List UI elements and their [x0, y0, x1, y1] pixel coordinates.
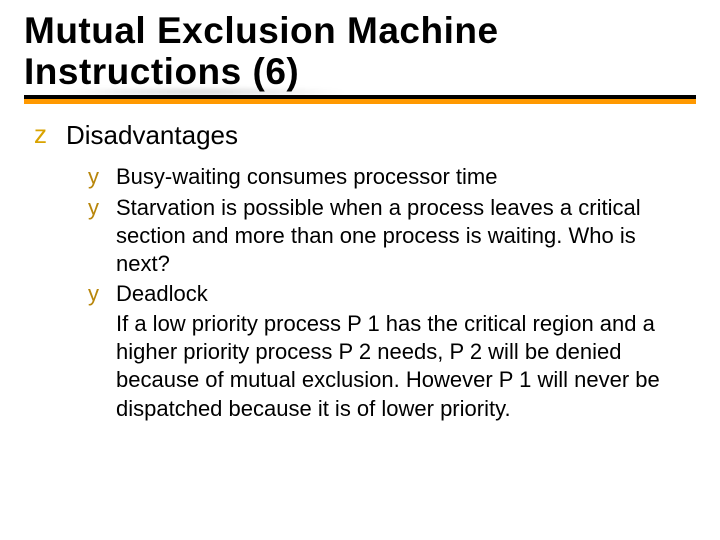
bullet-text-lvl2: Starvation is possible when a process le… — [116, 194, 686, 278]
slide-body: z Disadvantages y Busy-waiting consumes … — [24, 119, 696, 423]
bullet-marker-lvl2: y — [88, 163, 106, 191]
bullet-text-lvl2: Deadlock — [116, 280, 208, 308]
bullet-level2-group: y Busy-waiting consumes processor time y… — [34, 163, 696, 422]
bullet-level1: z Disadvantages — [34, 119, 696, 152]
title-line-1: Mutual Exclusion Machine — [24, 10, 499, 51]
bullet-marker-lvl2: y — [88, 194, 106, 222]
bullet-level2: y Starvation is possible when a process … — [88, 194, 696, 278]
title-underline-black — [24, 95, 696, 99]
bullet-text-lvl2: Busy-waiting consumes processor time — [116, 163, 497, 191]
bullet-marker-lvl2: y — [88, 280, 106, 308]
bullet-marker-lvl1: z — [34, 119, 54, 150]
bullet-level2: y Busy-waiting consumes processor time — [88, 163, 696, 191]
bullet-continuation: If a low priority process P 1 has the cr… — [116, 310, 686, 423]
bullet-level2: y Deadlock — [88, 280, 696, 308]
bullet-text-lvl1: Disadvantages — [66, 119, 238, 152]
title-underline — [24, 95, 696, 109]
slide-title: Mutual Exclusion Machine Instructions (6… — [24, 10, 696, 93]
